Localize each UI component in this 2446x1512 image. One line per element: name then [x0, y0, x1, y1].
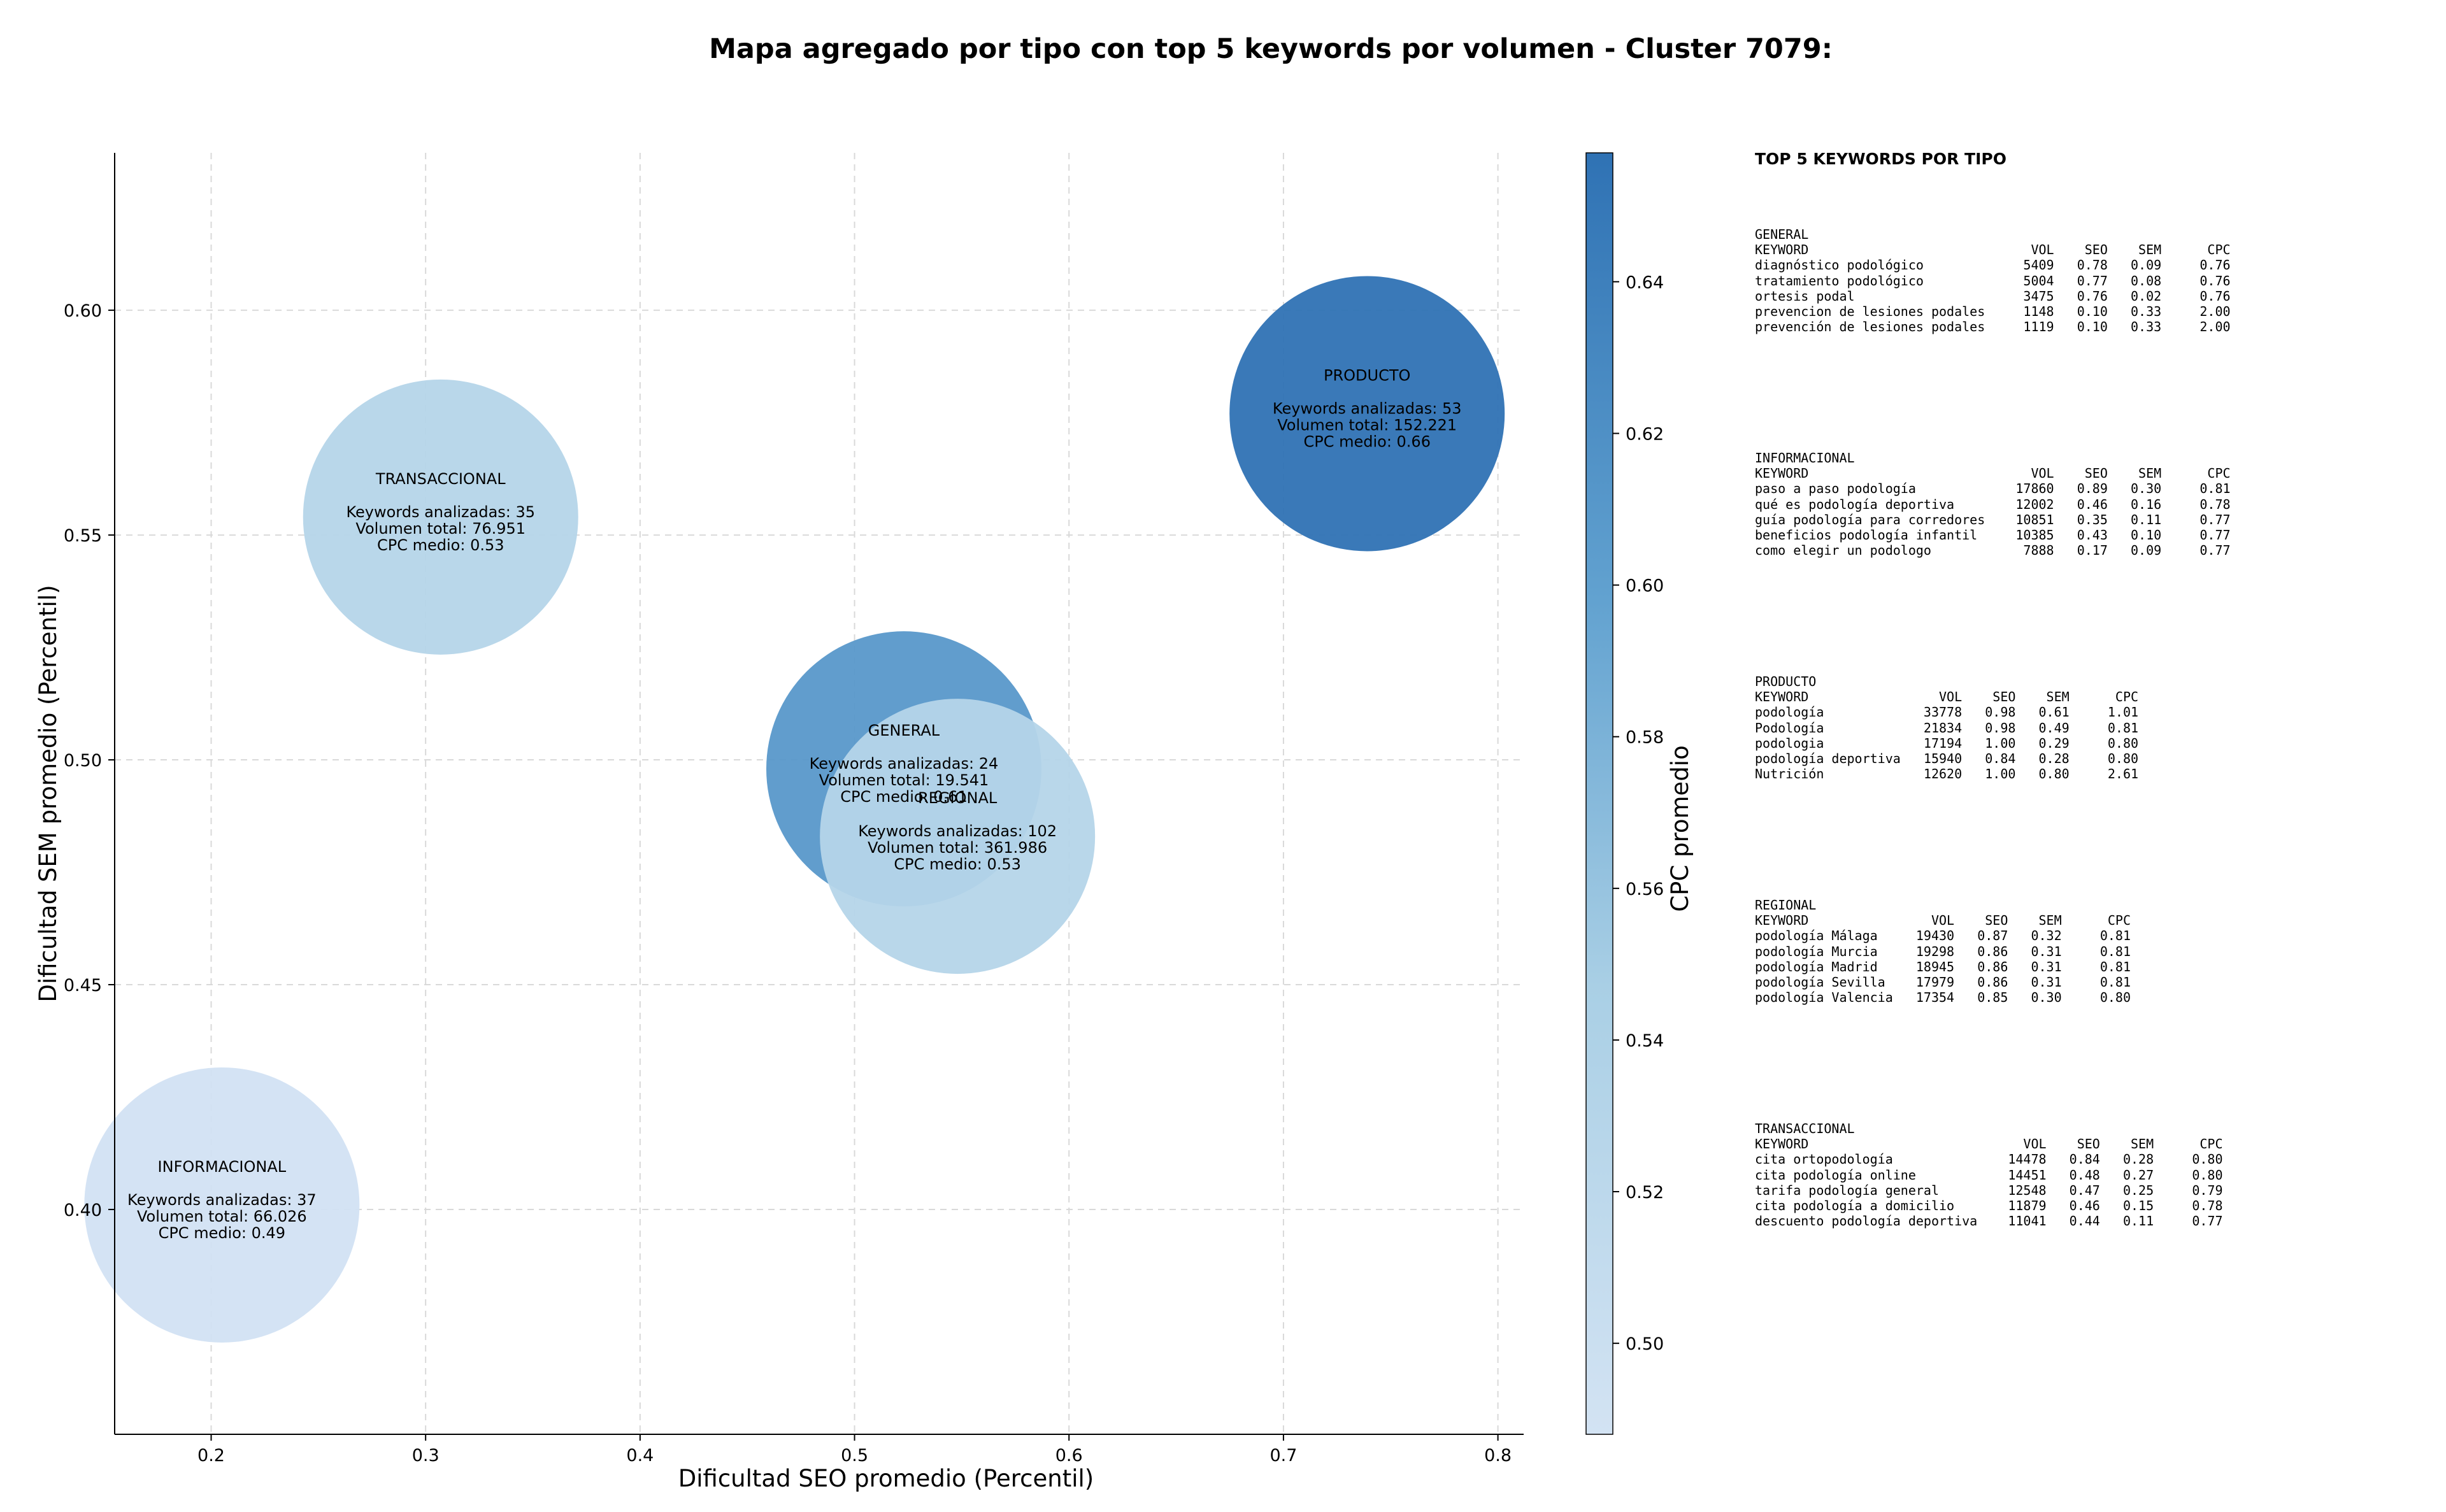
keyword-row: prevención de lesiones podales 1119 0.10… — [1755, 319, 2231, 335]
bubble-label: Volumen total: 66.026 — [137, 1208, 307, 1225]
keyword-row: beneficios podología infantil 10385 0.43… — [1755, 527, 2231, 543]
bubble-label: REGIONAL — [918, 789, 998, 807]
keyword-row: podología Sevilla 17979 0.86 0.31 0.81 — [1755, 974, 2131, 990]
bubble-label: Keywords analizadas: 37 — [127, 1191, 317, 1209]
keyword-row: cita ortopodología 14478 0.84 0.28 0.80 — [1755, 1152, 2223, 1167]
colorbar-tick-label: 0.56 — [1626, 880, 1664, 899]
bubble-label: Volumen total: 361.986 — [868, 839, 1047, 857]
bubble-label: TRANSACCIONAL — [375, 470, 506, 488]
bubble-label: Volumen total: 19.541 — [819, 771, 989, 789]
y-tick-label: 0.50 — [64, 751, 102, 771]
x-tick-label: 0.5 — [841, 1446, 868, 1466]
keyword-row: podología deportiva 15940 0.84 0.28 0.80 — [1755, 751, 2139, 767]
keyword-row: cita podología online 14451 0.48 0.27 0.… — [1755, 1167, 2223, 1183]
axes: 0.2 0.3 0.4 0.5 0.6 0.7 0.8 0.40 0.45 0.50 0.55 0.6… — [34, 153, 1524, 1492]
bubble-label: CPC medio: 0.53 — [377, 536, 504, 554]
top-keywords-panel: TOP 5 KEYWORDS POR TIPO GENERAL KEYWORD … — [1755, 150, 2424, 1344]
keyword-row: como elegir un podologo 7888 0.17 0.09 0… — [1755, 543, 2231, 559]
keyword-row: prevencion de lesiones podales 1148 0.10… — [1755, 304, 2231, 320]
y-tick-label: 0.45 — [64, 976, 102, 995]
colorbar-gradient — [1585, 152, 1613, 1435]
colorbar-tick-label: 0.62 — [1626, 424, 1664, 444]
colorbar-tick-label: 0.58 — [1626, 728, 1664, 748]
bubble-label: PRODUCTO — [1324, 366, 1410, 384]
keyword-row: podologia 17194 1.00 0.29 0.80 — [1755, 735, 2139, 751]
keyword-row: Nutrición 12620 1.00 0.80 2.61 — [1755, 766, 2139, 782]
column-header: KEYWORD VOL SEO SEM CPC — [1755, 689, 2139, 705]
bubble-label: Keywords analizadas: 35 — [346, 503, 535, 521]
bubble-label: CPC medio: 0.66 — [1303, 432, 1431, 450]
column-header: KEYWORD VOL SEO SEM CPC — [1755, 242, 2231, 258]
block-header: GENERAL — [1755, 227, 1809, 242]
bubble-label: Keywords analizadas: 24 — [810, 755, 999, 773]
colorbar-tick-label: 0.64 — [1626, 273, 1664, 292]
y-tick-label: 0.55 — [64, 526, 102, 546]
y-axis-label: Dificultad SEM promedio (Percentil) — [34, 585, 62, 1002]
x-axis-label: Dificultad SEO promedio (Percentil) — [678, 1465, 1094, 1492]
bubble-label: GENERAL — [868, 722, 940, 739]
keyword-row: podología Madrid 18945 0.86 0.31 0.81 — [1755, 959, 2131, 974]
bubble-transaccional — [303, 379, 578, 655]
x-tick-label: 0.6 — [1055, 1446, 1083, 1466]
bubble-label: CPC medio: 0.61 — [840, 788, 968, 806]
keyword-row: tratamiento podológico 5004 0.77 0.08 0.… — [1755, 273, 2231, 289]
keyword-table-general: GENERAL KEYWORD VOL SEO SEM CPC diagnóst… — [1755, 227, 2424, 450]
keyword-row: cita podología a domicilio 11879 0.46 0.… — [1755, 1198, 2223, 1214]
bubble-label: CPC medio: 0.49 — [159, 1224, 286, 1242]
bubble-producto — [1229, 276, 1505, 552]
keyword-row: ortesis podal 3475 0.76 0.02 0.76 — [1755, 288, 2231, 304]
y-tick-label: 0.40 — [64, 1201, 102, 1220]
block-header: INFORMACIONAL — [1755, 450, 1855, 466]
keyword-row: podología 33778 0.98 0.61 1.01 — [1755, 704, 2139, 720]
keyword-row: Podología 21834 0.98 0.49 0.81 — [1755, 720, 2139, 736]
bubble-label: Volumen total: 152.221 — [1277, 416, 1457, 434]
bubble-regional — [820, 699, 1096, 974]
column-header: KEYWORD VOL SEO SEM CPC — [1755, 466, 2231, 481]
keyword-row: qué es podología deportiva 12002 0.46 0.… — [1755, 496, 2231, 512]
bubble-label: Keywords analizadas: 53 — [1273, 399, 1462, 417]
x-tick-label: 0.2 — [197, 1446, 225, 1466]
keyword-row: paso a paso podología 17860 0.89 0.30 0.… — [1755, 481, 2231, 497]
bubble-informacional — [84, 1067, 360, 1343]
colorbar-tick-label: 0.52 — [1626, 1183, 1664, 1202]
keyword-row: diagnóstico podológico 5409 0.78 0.09 0.… — [1755, 257, 2231, 273]
keyword-row: descuento podología deportiva 11041 0.44… — [1755, 1213, 2223, 1229]
bubble-label: Volumen total: 76.951 — [355, 520, 526, 538]
keyword-table-transaccional: TRANSACCIONAL KEYWORD VOL SEO SEM CPC ci… — [1755, 1121, 2424, 1344]
block-header: TRANSACCIONAL — [1755, 1121, 1855, 1136]
panel-title: TOP 5 KEYWORDS POR TIPO — [1755, 150, 2006, 168]
keyword-table-regional: REGIONAL KEYWORD VOL SEO SEM CPC podolog… — [1755, 897, 2424, 1121]
bubble-label: CPC medio: 0.53 — [894, 855, 1021, 873]
block-header: REGIONAL — [1755, 897, 1817, 913]
chart-title: Mapa agregado por tipo con top 5 keyword… — [709, 33, 1833, 65]
y-tick-label: 0.60 — [64, 301, 102, 321]
keyword-row: tarifa podología general 12548 0.47 0.25… — [1755, 1182, 2223, 1198]
keyword-row: podología Málaga 19430 0.87 0.32 0.81 — [1755, 928, 2131, 944]
colorbar-tick-label: 0.54 — [1626, 1031, 1664, 1051]
x-tick-label: 0.3 — [412, 1446, 440, 1466]
bubble-label: INFORMACIONAL — [158, 1158, 287, 1176]
colorbar-label: CPC promedio — [1666, 745, 1694, 911]
x-tick-label: 0.8 — [1484, 1446, 1512, 1466]
keyword-row: podología Valencia 17354 0.85 0.30 0.80 — [1755, 990, 2131, 1006]
bubbles — [84, 276, 1505, 1343]
column-header: KEYWORD VOL SEO SEM CPC — [1755, 1136, 2223, 1152]
keyword-row: guía podología para corredores 10851 0.3… — [1755, 511, 2231, 527]
x-tick-label: 0.4 — [626, 1446, 654, 1466]
keyword-row: podología Murcia 19298 0.86 0.31 0.81 — [1755, 943, 2131, 959]
keyword-table-informacional: INFORMACIONAL KEYWORD VOL SEO SEM CPC pa… — [1755, 450, 2424, 674]
colorbar: 0.50 0.52 0.54 0.56 0.58 0.60 0.62 0.64 CPC prom… — [1585, 152, 1694, 1435]
block-header: PRODUCTO — [1755, 674, 1817, 689]
column-header: KEYWORD VOL SEO SEM CPC — [1755, 913, 2131, 929]
keyword-table-producto: PRODUCTO KEYWORD VOL SEO SEM CPC podolog… — [1755, 674, 2424, 897]
bubble-label: Keywords analizadas: 102 — [858, 822, 1057, 840]
x-tick-label: 0.7 — [1269, 1446, 1297, 1466]
colorbar-tick-label: 0.60 — [1626, 576, 1664, 596]
colorbar-tick-label: 0.50 — [1626, 1334, 1664, 1354]
